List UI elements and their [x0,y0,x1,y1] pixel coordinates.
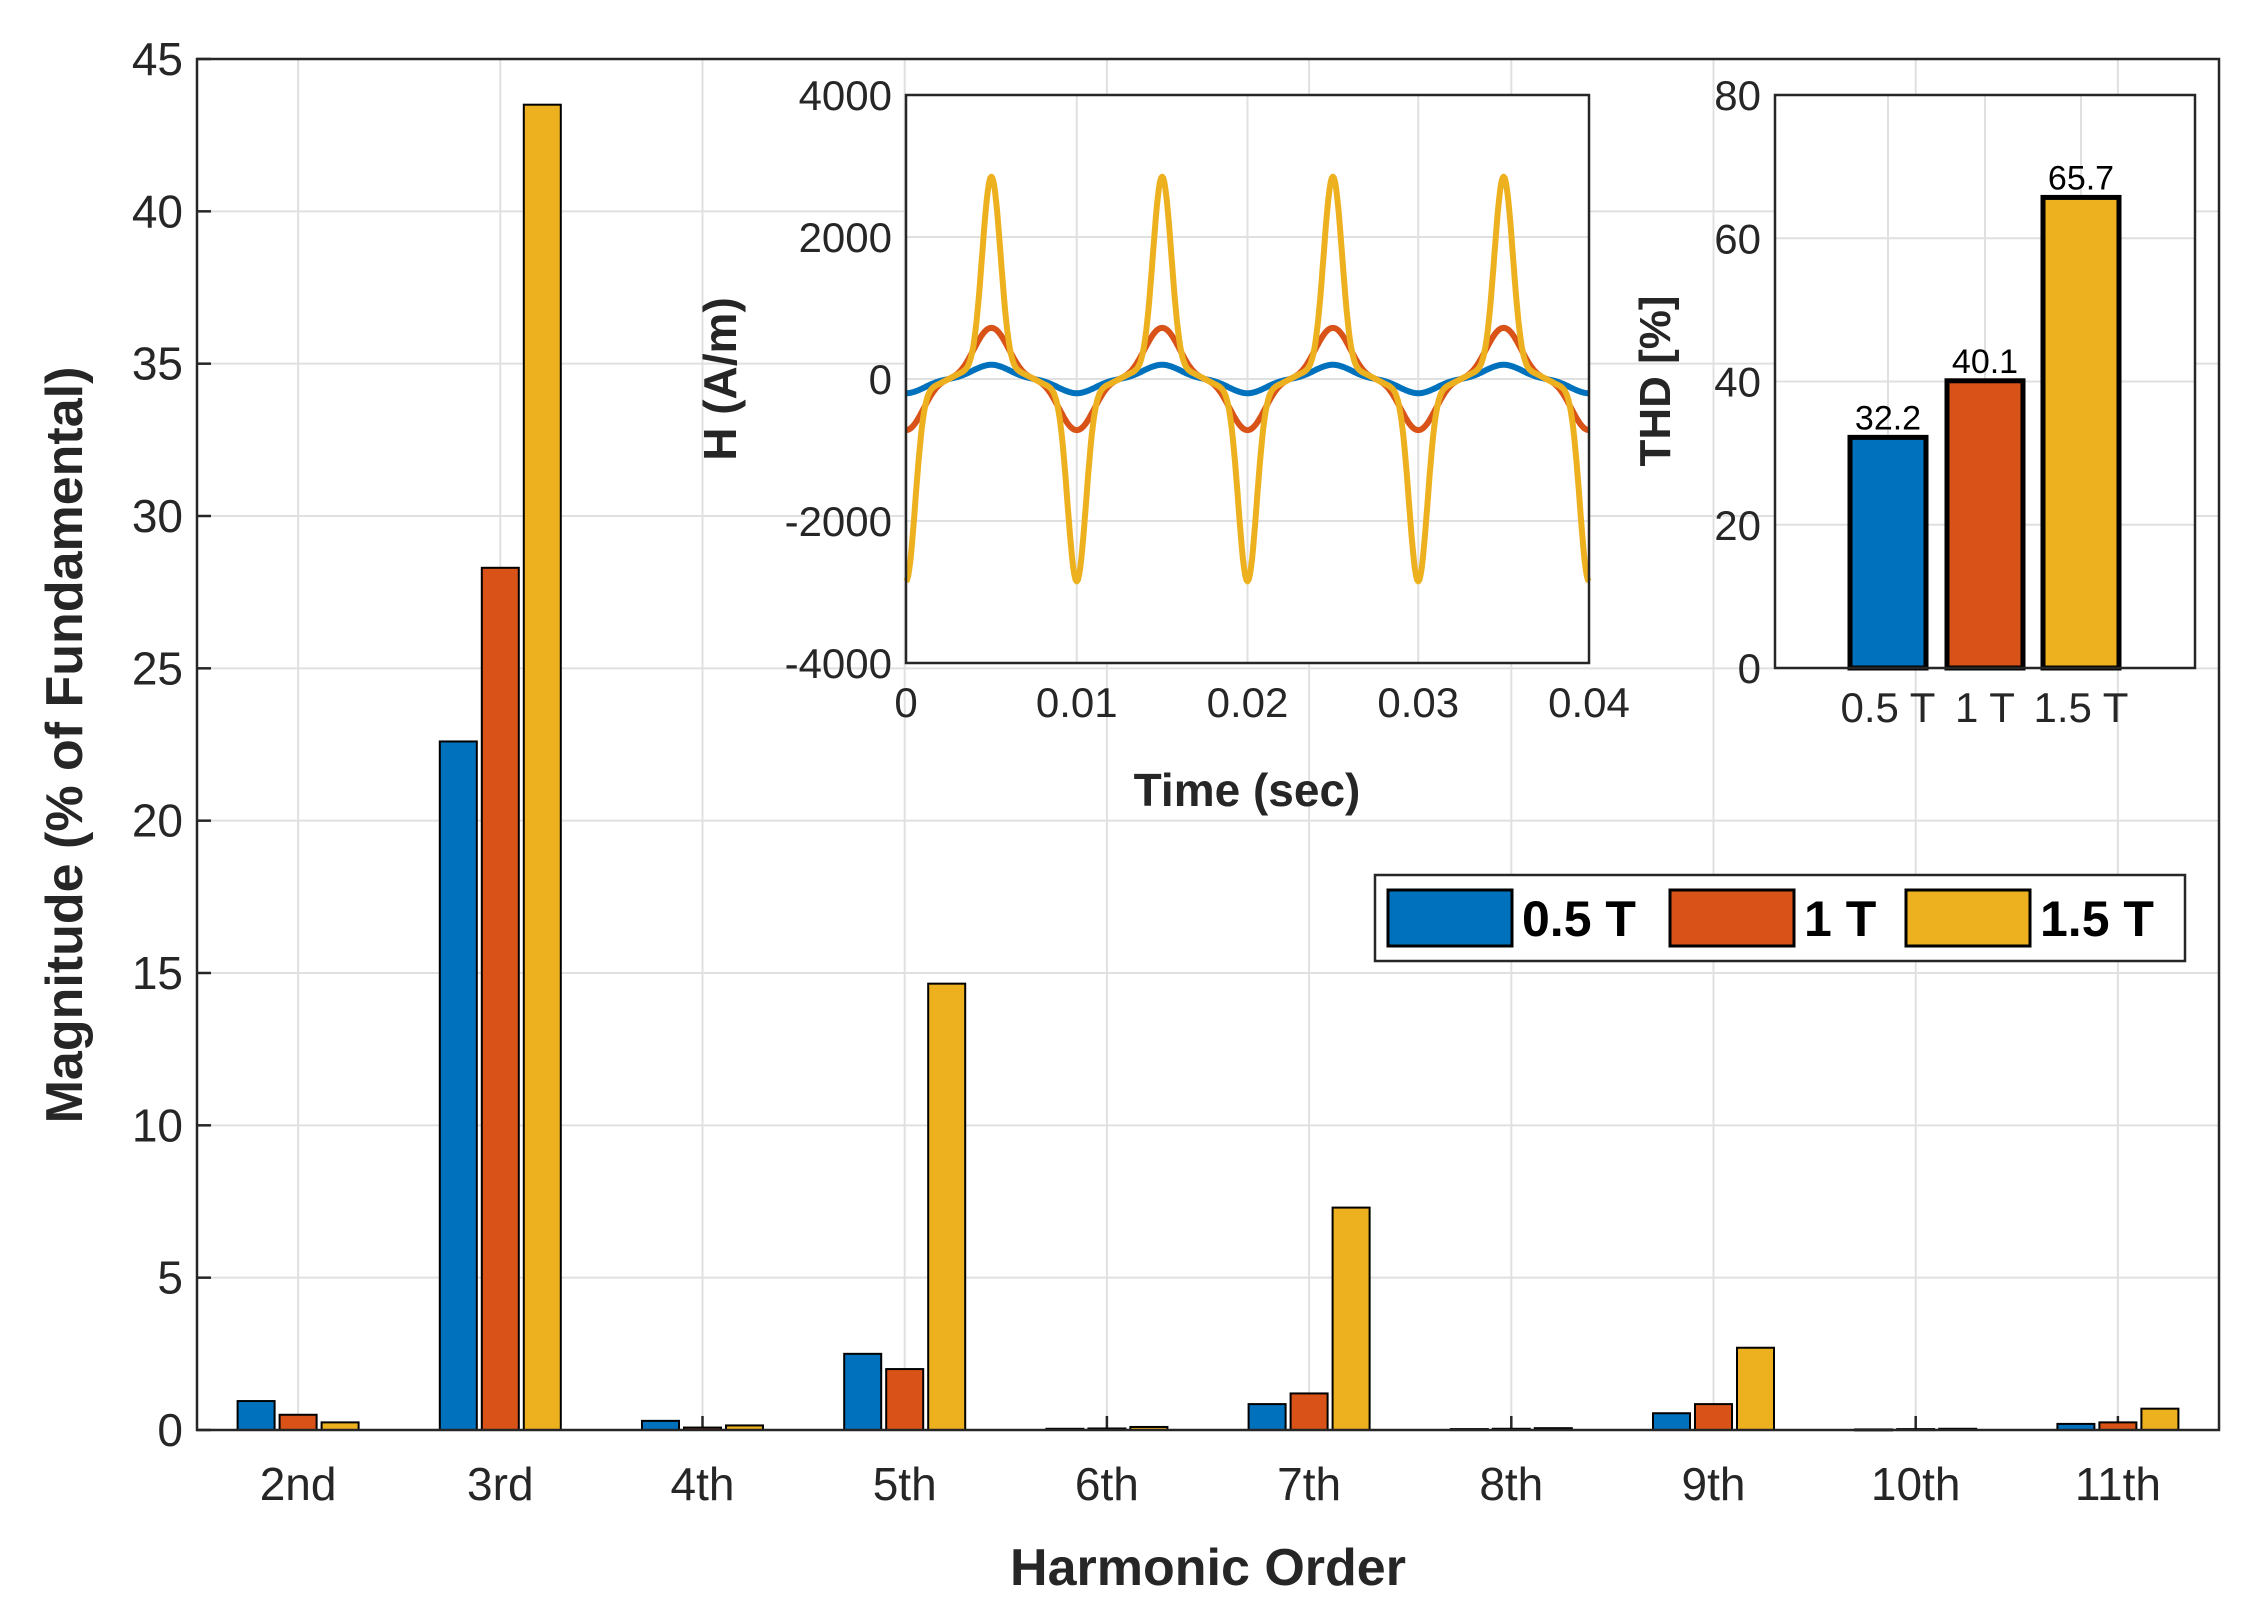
legend-label-0-5t: 0.5 T [1522,891,1636,947]
thd-x-tick-labels: 0.5 T 1 T 1.5 T [1841,684,2129,731]
thd-x-tick-label: 1.5 T [2034,684,2129,731]
legend-swatch-0-5t [1386,888,1514,948]
waveform-x-tick-label: 0.03 [1377,679,1459,726]
bar-7th-1-5-t [1331,1206,1371,1432]
main-y-tick-label: 35 [132,338,183,390]
thd-bar-inset: 0 20 40 60 80 0.5 T 1 T 1.5 T 32.2 40.1 65.7 THD… [1631,72,2197,731]
thd-bar-1-5-t [2040,194,2122,671]
thd-y-tick-label: 80 [1714,72,1761,119]
main-y-tick-label: 10 [132,1099,183,1151]
bar-4th-0-5-t [641,1419,680,1431]
harmonic-bar-chart: 0 5 10 15 20 25 30 35 40 45 2nd 3rd 4th 5th 6th 7th 8th… [36,33,2221,1597]
legend-swatch-1-5t [1904,888,2032,948]
main-x-tick-label: 11th [2075,1458,2161,1510]
waveform-y-tick-label: 4000 [799,72,892,119]
waveform-series [903,173,1592,585]
bar-9th-1-5-t [1736,1346,1775,1431]
main-x-tick-label: 4th [671,1458,735,1510]
main-x-axis-label: Harmonic Order [1010,1539,1406,1597]
waveform-x-tick-label: 0.04 [1548,679,1630,726]
main-y-axis-label: Magnitude (% of Fundamental) [36,367,94,1124]
main-x-tick-label: 7th [1277,1458,1341,1510]
waveform-y-axis-label: H (A/m) [694,297,746,461]
bar-9th-1-t [1694,1403,1733,1432]
main-y-tick-label: 30 [132,490,183,542]
waveform-y-tick-label: 2000 [799,214,892,261]
main-y-tick-label: 5 [157,1252,183,1304]
thd-data-labels: 32.2 40.1 65.7 [1855,159,2114,437]
waveform-grid [906,95,1589,663]
waveform-y-tick-label: -4000 [785,640,892,687]
main-y-tick-label: 25 [132,642,183,694]
main-x-tick-label: 5th [873,1458,937,1510]
bar-9th-0-5-t [1652,1412,1691,1431]
main-y-tick-label: 0 [157,1404,183,1456]
main-axes-frame [195,57,2221,1432]
thd-y-tick-label: 60 [1714,215,1761,262]
bar-3rd-1-t [480,566,520,1431]
main-y-tick-label: 20 [132,795,183,847]
thd-x-tick-label: 0.5 T [1841,684,1936,731]
waveform-x-tick-label: 0.01 [1036,679,1118,726]
thd-bar-0-5-t [1847,434,1929,671]
thd-y-tick-label: 0 [1738,645,1761,692]
thd-x-tick-label: 1 T [1955,684,2015,731]
waveform-x-axis-label: Time (sec) [1134,764,1361,816]
thd-bar-1-t [1944,378,2026,671]
thd-axes-frame [1773,93,2197,670]
bar-5th-0-5-t [843,1352,883,1432]
waveform-x-tick-label: 0 [894,679,917,726]
main-x-tick-label: 2nd [260,1458,337,1510]
bar-11th-1-5-t [2140,1407,2180,1432]
bar-7th-0-5-t [1247,1403,1287,1432]
main-x-tick-label: 3rd [467,1458,533,1510]
waveform-line-0-5-t [904,361,1591,397]
h-waveform-inset: -4000 -2000 0 2000 4000 0 0.01 0.02 0.03 0.04 Ti… [694,72,1630,816]
bar-5th-1-5-t [927,982,967,1431]
legend-label-1-5t: 1.5 T [2040,891,2154,947]
main-x-tick-label: 8th [1479,1458,1543,1510]
main-x-tick-label: 10th [1871,1458,1961,1510]
legend-swatch-1t [1668,888,1796,948]
thd-bars [1847,194,2122,671]
thd-data-label-0-5-t: 32.2 [1855,399,1921,437]
waveform-x-tick-labels: 0 0.01 0.02 0.03 0.04 [894,679,1630,726]
waveform-y-tick-labels: -4000 -2000 0 2000 4000 [785,72,892,687]
thd-y-tick-label: 40 [1714,359,1761,406]
thd-data-label-1-5-t: 65.7 [2048,159,2114,197]
main-y-tick-labels: 0 5 10 15 20 25 30 35 40 45 [132,33,183,1456]
waveform-line-1-5-t [903,173,1592,585]
waveform-y-tick-label: -2000 [785,498,892,545]
main-x-tick-label: 9th [1682,1458,1746,1510]
main-bars [236,103,2180,1432]
bar-3rd-0-5-t [438,740,478,1431]
waveform-x-tick-label: 0.02 [1207,679,1289,726]
legend: 0.5 T 1 T 1.5 T [1373,873,2187,963]
bar-2nd-1-t [278,1413,318,1432]
main-x-tick-label: 6th [1075,1458,1139,1510]
main-y-tick-label: 45 [132,33,183,85]
bar-5th-1-t [885,1368,925,1431]
waveform-axes-frame [904,93,1591,665]
bar-3rd-1-5-t [522,103,562,1432]
bar-7th-1-t [1289,1392,1329,1431]
main-x-tick-labels: 2nd 3rd 4th 5th 6th 7th 8th 9th 10th 11th [260,1458,2161,1510]
bar-2nd-0-5-t [236,1400,276,1431]
thd-y-tick-label: 20 [1714,502,1761,549]
thd-y-tick-labels: 0 20 40 60 80 [1714,72,1761,692]
main-y-tick-label: 15 [132,947,183,999]
thd-y-axis-label: THD [%] [1631,295,1680,466]
legend-label-1t: 1 T [1804,891,1876,947]
waveform-y-tick-label: 0 [869,356,892,403]
main-y-tick-label: 40 [132,185,183,237]
thd-data-label-1-t: 40.1 [1952,343,2018,381]
